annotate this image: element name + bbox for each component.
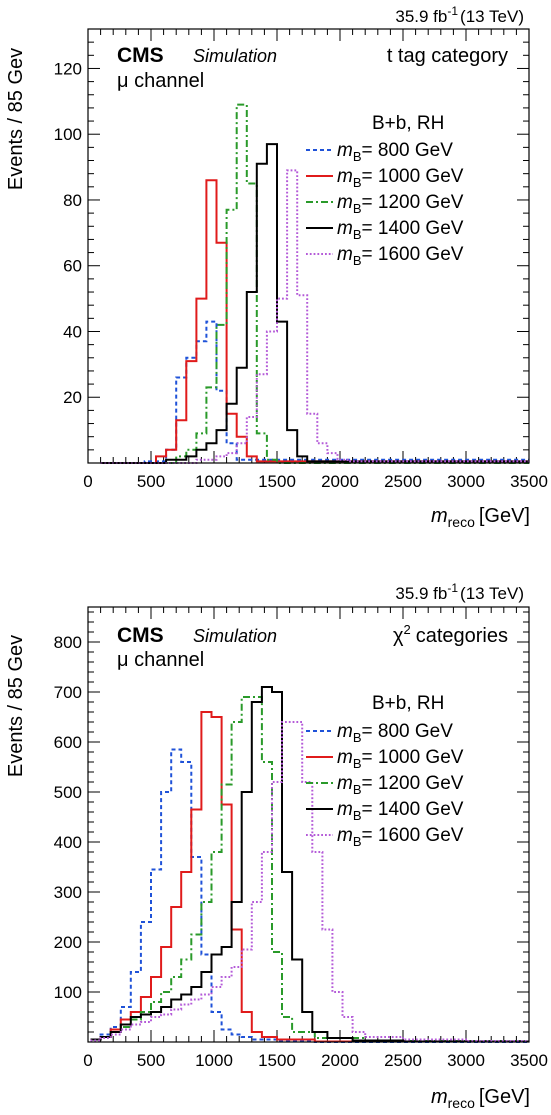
y-tick-label: 500	[54, 783, 82, 802]
histogram-series-1	[100, 179, 529, 464]
y-tick-label: 600	[54, 733, 82, 752]
legend-entry: mB= 800 GeV	[337, 140, 453, 164]
legend-header: B+b, RH	[372, 693, 444, 714]
histogram-series-1	[90, 711, 529, 1043]
legend-entry: mB= 1600 GeV	[337, 825, 464, 849]
y-tick-label: 100	[54, 125, 82, 144]
y-tick-label: 60	[63, 257, 82, 276]
y-tick-label: 80	[63, 191, 82, 210]
y-tick-label: 40	[63, 322, 82, 341]
x-tick-label: 2500	[384, 1051, 422, 1070]
simulation-label: Simulation	[193, 626, 277, 646]
legend-entry: mB= 1200 GeV	[337, 773, 464, 797]
lumi-label: 35.9 fb-1 (13 TeV)	[395, 581, 524, 603]
legend-header: B+b, RH	[372, 113, 444, 134]
plot-frame	[87, 28, 530, 464]
x-tick-label: 0	[83, 1051, 92, 1070]
x-tick-label: 1000	[195, 472, 233, 491]
cms-label: CMS	[117, 44, 164, 67]
histogram-series-2	[100, 103, 529, 464]
y-tick-label: 120	[54, 59, 82, 78]
top-panel: 35.9 fb-1 (13 TeV) Events / 85 Gev 0 500 10…	[5, 4, 548, 530]
histogram-series-0	[100, 320, 529, 464]
legend-entry: mB= 800 GeV	[337, 721, 453, 745]
y-axis-title: Events / 85 Gev	[5, 48, 27, 190]
plot-frame	[87, 606, 530, 1043]
y-axis-title: Events / 85 Gev	[5, 635, 27, 777]
y-tick-label: 20	[63, 388, 82, 407]
legend-entry: mB= 1200 GeV	[337, 192, 464, 216]
legend-entry: mB= 1400 GeV	[337, 799, 464, 823]
channel-label: μ channel	[117, 649, 204, 671]
y-tick-label: 400	[54, 833, 82, 852]
x-tick-label: 3000	[447, 1051, 485, 1070]
x-tick-label: 1500	[258, 472, 296, 491]
histogram-series-0	[90, 748, 529, 1043]
y-tick-label: 100	[54, 983, 82, 1002]
y-tick-label: 300	[54, 883, 82, 902]
legend-entry: mB= 1600 GeV	[337, 244, 464, 268]
category-label: χ2 categories	[393, 622, 508, 647]
histogram-series-3	[100, 143, 529, 464]
y-tick-label: 800	[54, 633, 82, 652]
x-tick-label: 1500	[258, 1051, 296, 1070]
x-tick-label: 500	[137, 472, 165, 491]
x-tick-label: 3500	[510, 472, 548, 491]
y-tick-label: 700	[54, 683, 82, 702]
channel-label: μ channel	[117, 70, 204, 92]
histogram-series-4	[90, 721, 529, 1042]
bottom-panel: 35.9 fb-1 (13 TeV) Events / 85 Gev 0 500 10…	[5, 581, 548, 1111]
x-axis-title: mreco [GeV]	[431, 1086, 530, 1111]
x-tick-label: 2000	[321, 1051, 359, 1070]
simulation-label: Simulation	[193, 46, 277, 66]
legend-entry: mB= 1400 GeV	[337, 218, 464, 242]
x-tick-label: 3500	[510, 1051, 548, 1070]
x-tick-label: 500	[137, 1051, 165, 1070]
x-axis-title: mreco [GeV]	[431, 505, 530, 530]
x-tick-label: 3000	[447, 472, 485, 491]
x-tick-label: 2000	[321, 472, 359, 491]
legend-entry: mB= 1000 GeV	[337, 747, 464, 771]
x-tick-label: 1000	[195, 1051, 233, 1070]
histogram-series-3	[90, 686, 529, 1043]
x-tick-label: 2500	[384, 472, 422, 491]
lumi-label: 35.9 fb-1 (13 TeV)	[395, 4, 524, 26]
cms-label: CMS	[117, 624, 164, 647]
category-label: t tag category	[387, 45, 508, 67]
legend-entry: mB= 1000 GeV	[337, 166, 464, 190]
y-tick-label: 200	[54, 933, 82, 952]
histogram-series-4	[100, 169, 529, 464]
x-tick-label: 0	[83, 472, 92, 491]
